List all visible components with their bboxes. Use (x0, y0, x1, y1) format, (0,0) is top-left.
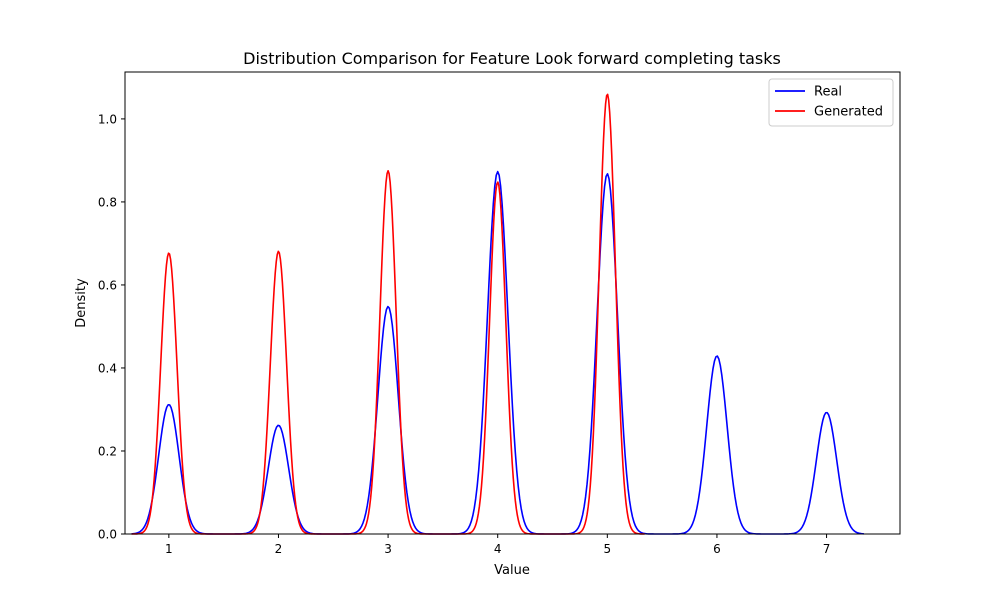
y-axis-label: Density (74, 278, 89, 328)
x-tick-label: 7 (823, 542, 831, 556)
series-layer (131, 93, 864, 535)
chart-title: Distribution Comparison for Feature Look… (243, 49, 781, 68)
y-tick-label: 0.2 (98, 444, 117, 458)
x-tick-label: 4 (494, 542, 502, 556)
x-tick-label: 1 (165, 542, 173, 556)
legend-label-generated: Generated (814, 105, 883, 120)
series-line-real (131, 170, 864, 535)
y-tick-label: 0.6 (98, 278, 117, 292)
y-tick-label: 0.4 (98, 361, 117, 375)
x-tick-label: 5 (603, 542, 611, 556)
plot-frame (124, 71, 901, 535)
y-tick-label: 0.0 (98, 528, 117, 542)
y-axis-ticks: 0.0 0.2 0.4 0.6 0.8 1.0 (98, 112, 125, 542)
y-tick-label: 0.8 (98, 195, 117, 209)
y-tick-label: 1.0 (98, 112, 117, 126)
legend-label-real: Real (814, 85, 842, 100)
legend: Real Generated (768, 78, 894, 127)
x-tick-label: 2 (275, 542, 283, 556)
legend-items: Real Generated (775, 85, 883, 120)
series-line-generated (131, 93, 645, 535)
x-tick-label: 3 (384, 542, 392, 556)
x-axis-label: Value (494, 563, 530, 578)
x-tick-label: 6 (713, 542, 721, 556)
x-axis-ticks: 1 2 3 4 5 6 7 (165, 534, 830, 556)
